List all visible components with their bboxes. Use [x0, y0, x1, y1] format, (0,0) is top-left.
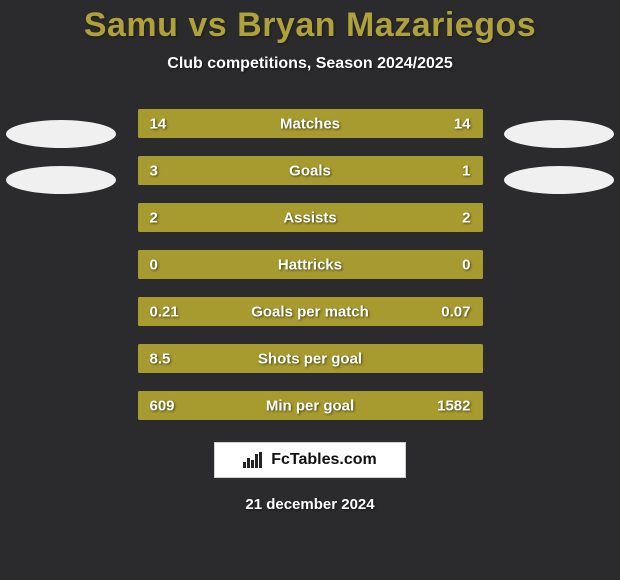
stat-value-left: 3 — [150, 162, 158, 179]
stat-label: Assists — [283, 209, 336, 226]
stat-row: Goals 3 1 — [138, 156, 483, 185]
stat-label: Shots per goal — [258, 350, 362, 367]
stat-bar-left — [138, 156, 397, 185]
stat-value-left: 2 — [150, 209, 158, 226]
subtitle: Club competitions, Season 2024/2025 — [167, 55, 452, 73]
stat-label: Goals per match — [251, 303, 369, 320]
stats-bars: Matches 14 14 Goals 3 1 Assists 2 2 Hattricks 0 0 Go… — [138, 109, 483, 420]
page-title: Samu vs Bryan Mazariegos — [84, 6, 536, 45]
stat-value-left: 0.21 — [150, 303, 179, 320]
comparison-card: Samu vs Bryan Mazariegos Club competitio… — [0, 0, 620, 580]
stat-row: Min per goal 609 1582 — [138, 391, 483, 420]
badge-right-1-icon — [504, 120, 614, 148]
stat-value-right: 0 — [462, 256, 470, 273]
stat-value-right: 1 — [462, 162, 470, 179]
stat-row: Hattricks 0 0 — [138, 250, 483, 279]
stat-row: Shots per goal 8.5 — [138, 344, 483, 373]
stat-value-left: 14 — [150, 115, 167, 132]
stat-value-left: 609 — [150, 397, 175, 414]
stat-row: Assists 2 2 — [138, 203, 483, 232]
stat-value-right: 2 — [462, 209, 470, 226]
stat-value-left: 8.5 — [150, 350, 171, 367]
stat-label: Matches — [280, 115, 340, 132]
stat-value-right: 14 — [454, 115, 471, 132]
logo-text: FcTables.com — [271, 451, 377, 469]
stat-row: Matches 14 14 — [138, 109, 483, 138]
date-label: 21 december 2024 — [245, 496, 374, 513]
logo-bars-icon — [243, 452, 263, 468]
stat-row: Goals per match 0.21 0.07 — [138, 297, 483, 326]
fctables-logo[interactable]: FcTables.com — [214, 442, 406, 478]
stat-label: Min per goal — [266, 397, 354, 414]
stat-value-right: 0.07 — [441, 303, 470, 320]
badge-left-1-icon — [6, 120, 116, 148]
badge-left-2-icon — [6, 166, 116, 194]
stat-value-right: 1582 — [437, 397, 470, 414]
badge-right-2-icon — [504, 166, 614, 194]
stat-label: Hattricks — [278, 256, 342, 273]
stat-value-left: 0 — [150, 256, 158, 273]
stat-label: Goals — [289, 162, 331, 179]
